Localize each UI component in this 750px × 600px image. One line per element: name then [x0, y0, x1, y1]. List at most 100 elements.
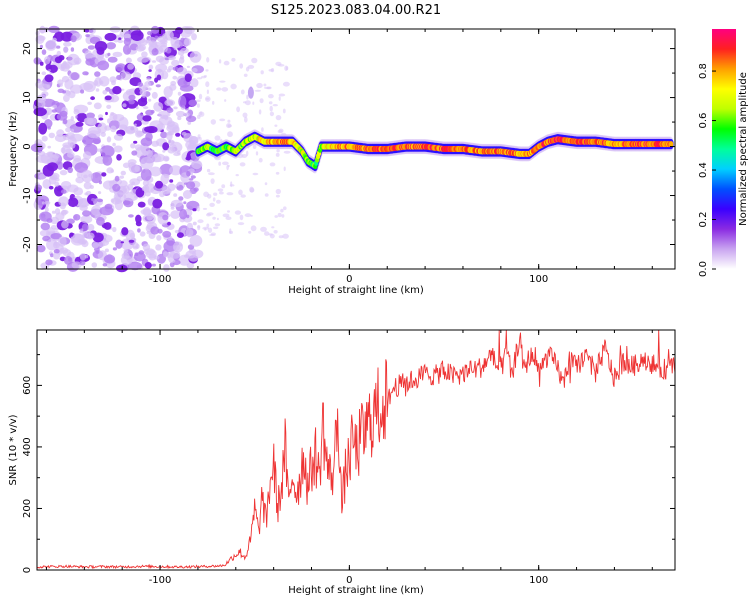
- noise-blob: [130, 30, 144, 41]
- noise-blob: [41, 71, 47, 76]
- noise-blob: [52, 251, 61, 260]
- noise-blob: [252, 101, 255, 105]
- noise-blob: [172, 75, 178, 80]
- noise-blob: [92, 136, 101, 144]
- noise-blob: [109, 112, 118, 122]
- noise-blob: [123, 248, 129, 254]
- noise-blob: [250, 225, 257, 232]
- noise-blob: [268, 94, 274, 99]
- noise-blob: [159, 163, 173, 176]
- noise-blob: [140, 168, 152, 182]
- noise-blob: [240, 194, 246, 198]
- spectrogram-x-tick-label: 0: [346, 274, 352, 285]
- noise-blob: [239, 162, 246, 167]
- noise-blob: [147, 87, 152, 91]
- noise-blob: [282, 233, 289, 239]
- noise-blob: [249, 186, 255, 193]
- noise-blob: [79, 253, 87, 261]
- noise-blob: [163, 174, 170, 179]
- noise-blob: [216, 87, 222, 91]
- noise-blob: [205, 81, 210, 88]
- noise-blob: [222, 161, 229, 166]
- noise-blob: [82, 231, 88, 239]
- noise-blob: [152, 198, 163, 209]
- noise-blob: [50, 253, 54, 258]
- noise-blob: [184, 26, 195, 35]
- noise-blob: [98, 241, 105, 248]
- noise-blob: [185, 140, 197, 150]
- noise-blob: [48, 185, 54, 190]
- noise-blob: [102, 90, 108, 95]
- noise-blob: [116, 64, 124, 72]
- noise-blob: [144, 190, 151, 197]
- noise-blob: [81, 170, 93, 183]
- noise-blob: [223, 60, 230, 66]
- noise-blob: [57, 188, 61, 192]
- noise-blob: [166, 132, 173, 141]
- noise-blob: [196, 205, 201, 212]
- noise-blob: [63, 46, 69, 54]
- noise-blob: [162, 214, 169, 221]
- noise-blob: [248, 230, 252, 234]
- noise-blob: [266, 86, 272, 90]
- noise-blob: [41, 91, 49, 97]
- noise-blob: [85, 34, 90, 38]
- noise-blob: [111, 80, 116, 86]
- noise-blob: [281, 214, 285, 218]
- noise-blob: [153, 255, 160, 260]
- noise-blob: [123, 37, 131, 46]
- noise-blob: [191, 160, 202, 170]
- noise-blob: [150, 25, 160, 34]
- noise-blob: [94, 71, 101, 77]
- noise-blob: [75, 176, 84, 184]
- noise-blob: [39, 229, 51, 237]
- noise-blob: [205, 96, 211, 102]
- noise-blob: [84, 28, 90, 33]
- noise-blob: [63, 94, 70, 103]
- noise-blob: [99, 206, 114, 216]
- colorbar-tick-label: 0.4: [698, 162, 709, 178]
- noise-blob: [271, 226, 275, 229]
- noise-blob: [283, 150, 291, 154]
- noise-blob: [127, 214, 134, 218]
- noise-blob: [60, 31, 74, 42]
- noise-blob: [106, 167, 114, 174]
- noise-blob: [169, 165, 183, 176]
- noise-blob: [141, 120, 149, 125]
- noise-blob: [141, 93, 146, 98]
- noise-blob: [167, 221, 171, 226]
- noise-blob: [104, 95, 112, 101]
- noise-blob: [82, 151, 92, 160]
- noise-blob: [137, 82, 144, 87]
- colorbar-bar: [712, 29, 736, 269]
- noise-blob: [38, 26, 47, 33]
- noise-blob: [140, 95, 147, 103]
- noise-blob: [208, 172, 215, 176]
- noise-blob: [155, 55, 165, 63]
- noise-blob: [151, 154, 162, 163]
- noise-blob: [104, 32, 117, 42]
- snr-frame: [36, 329, 676, 571]
- noise-blob: [186, 170, 191, 177]
- noise-blob: [269, 233, 275, 239]
- noise-blob: [144, 81, 151, 87]
- noise-blob: [259, 98, 264, 104]
- noise-blob: [140, 208, 152, 215]
- snr-y-tick-label: 200: [22, 499, 33, 518]
- noise-blob: [112, 183, 121, 192]
- noise-blob: [52, 104, 58, 109]
- noise-blob: [210, 119, 216, 125]
- noise-blob: [205, 69, 209, 72]
- spectrogram-y-tick-label: 20: [22, 42, 33, 55]
- noise-blob: [269, 111, 274, 117]
- noise-blob: [70, 47, 75, 52]
- noise-blob: [103, 222, 112, 230]
- noise-blob: [97, 198, 103, 203]
- noise-blob: [278, 93, 286, 97]
- noise-blob: [151, 263, 156, 267]
- snr-x-tick-label: -100: [149, 575, 172, 586]
- noise-blob: [120, 241, 125, 244]
- noise-blob: [112, 51, 123, 58]
- noise-blob: [112, 142, 116, 147]
- noise-blob: [45, 39, 57, 51]
